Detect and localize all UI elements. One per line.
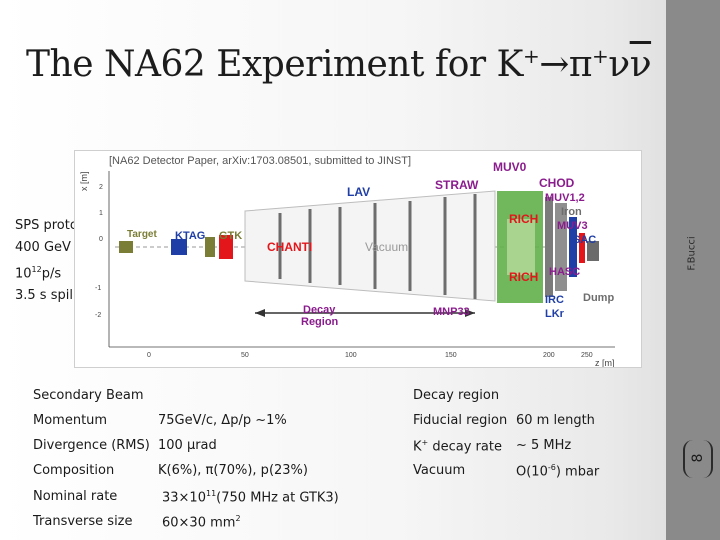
y-tick-2: 2 [99,184,103,191]
dump-block [587,241,599,261]
label-muv12: MUV1,2 [545,192,585,204]
label-dump: Dump [583,292,614,304]
row-label-divergence: Divergence (RMS) [33,438,150,453]
label-lkr: LKr [545,308,565,320]
beam-info-line4: 3.5 s spill [15,288,77,304]
label-decay-region-2: Region [301,316,339,328]
label-target: Target [127,229,157,240]
sac-block [579,233,585,263]
page-number: 8 [690,453,706,463]
y-axis-label: x [m] [79,172,89,192]
y-tick-1: 1 [99,210,103,217]
label-muv3: MUV3 [557,220,588,232]
row-label-decay-rate: K+ decay rate [413,438,502,455]
row-label-nominal-rate: Nominal rate [33,489,118,504]
row-value-divergence: 100 μrad [158,438,217,453]
row-label-momentum: Momentum [33,413,108,428]
y-tick-minus2: -2 [95,312,101,319]
beam-info-line3: 1012p/s [15,259,86,285]
x-axis-label: z [m] [595,358,615,367]
title-piplus: + [592,44,609,68]
row-label-fiducial: Fiducial region [413,413,508,428]
row-value-momentum: 75GeV/c, Δp/p ~1% [158,413,287,428]
label-sac: SAC [573,234,596,246]
label-ktag: KTAG [175,230,205,242]
x-tick-0: 0 [147,352,151,359]
gtk-block [205,237,215,257]
label-rich-bottom: RICH [509,270,538,284]
label-mnp33: MNP33 [433,306,470,318]
row-label-transverse-size: Transverse size [33,514,133,529]
x-tick-50: 50 [241,352,249,359]
detector-diagram: [NA62 Detector Paper, arXiv:1703.08501, … [74,150,642,368]
decay-region-header: Decay region [413,388,500,403]
label-decay-region-1: Decay [303,304,336,316]
beam-info: SPS proton 400 GeV 1012p/s 3.5 s spill [15,215,86,307]
row-value-decay-rate: ~ 5 MHz [516,438,572,453]
label-straw: STRAW [435,178,479,192]
label-vacuum: Vacuum [365,240,408,254]
row-value-fiducial: 60 m length [516,413,595,428]
rich-inner [507,219,535,275]
title-text: The NA62 Experiment for K [26,44,523,85]
beam-rate-unit: p/s [41,266,62,282]
page-number-box: 8 [683,440,713,478]
title-arrow-pi: →π [539,44,593,85]
label-rich-top: RICH [509,212,538,226]
row-label-vacuum: Vacuum [413,463,466,478]
y-tick-minus1: -1 [95,285,101,292]
label-irc: IRC [545,294,564,306]
slide-title: The NA62 Experiment for K+→π+νν [26,44,652,85]
row-value-composition: K(6%), π(70%), p(23%) [158,463,308,478]
chod-block [545,197,553,297]
row-value-transverse-size: 60×30 mm2 [162,514,241,531]
beam-rate-base: 10 [15,266,32,282]
muv12-block [555,203,567,291]
row-value-nominal-rate: 33×1011(750 MHz at GTK3) [162,489,339,506]
decay-arrow-right [465,309,475,317]
chanti-block [219,235,233,259]
ktag-block [171,239,187,255]
vacuum-tank [244,190,496,302]
beam-info-line2: 400 GeV [15,240,71,255]
decay-arrow-left [255,309,265,317]
title-kplus: + [522,44,540,68]
label-chanti: CHANTI [267,240,312,254]
target-block [119,241,133,253]
label-hasc: HASC [549,266,580,278]
author-label: F.Bucci [686,236,698,271]
title-nu: ν [608,44,630,85]
label-gtk: GTK [219,230,242,242]
beam-info-line1: SPS proton [15,218,87,233]
label-lav: LAV [347,185,370,199]
x-tick-200: 200 [543,352,555,359]
row-label-composition: Composition [33,463,115,478]
row-value-vacuum: O(10-6) mbar [516,463,600,480]
label-iron: Iron [561,206,582,218]
x-tick-250: 250 [581,352,593,359]
y-tick-0: 0 [99,236,103,243]
diagram-header: [NA62 Detector Paper, arXiv:1703.08501, … [109,155,411,167]
detector-svg: [NA62 Detector Paper, arXiv:1703.08501, … [79,155,615,368]
label-muv0: MUV0 [493,160,527,174]
label-chod: CHOD [539,176,575,190]
x-tick-150: 150 [445,352,457,359]
secondary-beam-header: Secondary Beam [33,388,144,403]
beam-rate-exp: 12 [31,265,42,274]
muv3-block [569,217,577,277]
x-tick-100: 100 [345,352,357,359]
title-nubar: ν [629,44,652,85]
lav-rings [278,194,477,299]
